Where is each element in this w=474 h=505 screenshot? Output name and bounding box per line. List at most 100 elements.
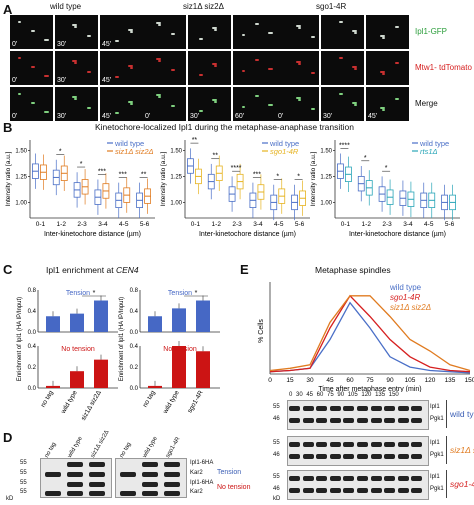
y-tick-label: 0.8 bbox=[130, 288, 139, 294]
panel-c-bar-charts: 0.8 0.4 0.0 Tension 0.4 0.2 0.0 No tension * no t… bbox=[17, 288, 220, 422]
signal-spot bbox=[130, 31, 133, 33]
signal-spot bbox=[31, 102, 35, 104]
significance-stars: * bbox=[59, 149, 62, 156]
x-tick-label: no tag bbox=[40, 389, 55, 408]
signal-spot bbox=[339, 57, 343, 59]
microscopy-image bbox=[188, 51, 231, 85]
x-axis-label: Time after metaphase entry (min) bbox=[318, 386, 421, 392]
signal-spot bbox=[311, 108, 315, 110]
bar bbox=[172, 308, 186, 332]
protein-band bbox=[316, 454, 328, 459]
x-tick-label: 3-4 bbox=[253, 221, 263, 228]
signal-spot bbox=[199, 110, 203, 112]
protein-band bbox=[370, 488, 382, 493]
protein-band bbox=[142, 491, 158, 496]
signal-spot bbox=[158, 96, 161, 98]
protein-band bbox=[397, 406, 409, 411]
signal-spot bbox=[212, 63, 217, 65]
protein-band bbox=[120, 491, 136, 496]
x-tick-label: 0 bbox=[268, 377, 272, 384]
x-tick-label: 120 bbox=[425, 377, 436, 384]
protein-band bbox=[357, 488, 368, 493]
protein-band bbox=[142, 462, 158, 467]
signal-spot bbox=[87, 35, 91, 37]
panel-a-row-label: Ipl1-GFP bbox=[415, 27, 448, 36]
legend-label: sgo1-4R bbox=[390, 293, 420, 302]
microscopy-image: 0' bbox=[10, 51, 53, 85]
signal-spot bbox=[74, 62, 77, 64]
protein-band bbox=[89, 462, 105, 467]
marker-label: 55 bbox=[273, 474, 280, 480]
y-tick-label: 1.25 bbox=[15, 174, 27, 180]
panel-c-title: Ipl1 enrichment at CEN4 bbox=[46, 266, 139, 275]
marker-label: 55 bbox=[273, 404, 280, 410]
protein-band bbox=[164, 462, 180, 467]
condition-label: Tension bbox=[66, 290, 90, 297]
y-tick-label: 0.0 bbox=[130, 386, 139, 392]
timepoint-label: 30' bbox=[57, 41, 67, 48]
band-label: Ipl1 bbox=[430, 404, 440, 410]
signal-spot bbox=[214, 29, 217, 31]
timepoint-label: 45' bbox=[368, 113, 378, 120]
panel-b-title: Kinetochore-localized Ipl1 during the me… bbox=[95, 122, 354, 132]
protein-band bbox=[397, 418, 409, 423]
protein-band bbox=[289, 442, 300, 447]
lane-label: sgo1-4R bbox=[165, 436, 182, 459]
protein-band bbox=[302, 476, 314, 481]
protein-band bbox=[67, 472, 83, 477]
significance-stars: * bbox=[276, 174, 279, 181]
significance-stars: * bbox=[364, 155, 367, 162]
condition-label: No tension bbox=[61, 346, 95, 353]
protein-band bbox=[357, 442, 368, 447]
significance-stars: **** bbox=[339, 142, 350, 149]
x-axis-label: Inter-kinetochore distance (µm) bbox=[349, 231, 446, 238]
signal-spot bbox=[74, 26, 77, 28]
panel-a-row-label: Merge bbox=[415, 99, 438, 108]
strain-label: wild type bbox=[450, 409, 474, 419]
signal-spot bbox=[255, 23, 259, 25]
y-tick-label: 1.00 bbox=[170, 200, 182, 206]
notension-label: No tension bbox=[217, 484, 251, 491]
signal-spot bbox=[255, 59, 259, 61]
timepoint-label: 45' bbox=[102, 41, 112, 48]
lane-label: no tag bbox=[44, 441, 58, 459]
strain-bracket bbox=[446, 400, 447, 428]
timepoint-label: 30' bbox=[57, 113, 67, 120]
protein-band bbox=[67, 482, 83, 487]
protein-band bbox=[411, 406, 423, 411]
legend-label: wild type bbox=[389, 283, 422, 292]
microscopy-image bbox=[233, 15, 276, 49]
protein-band bbox=[329, 488, 341, 493]
significance-stars: * bbox=[93, 290, 96, 297]
y-tick-label: 1.25 bbox=[320, 174, 332, 180]
signal-spot bbox=[156, 22, 161, 24]
series-line bbox=[269, 294, 471, 373]
protein-band bbox=[289, 418, 300, 423]
signal-spot bbox=[298, 27, 301, 29]
protein-band bbox=[289, 454, 300, 459]
signal-spot bbox=[72, 60, 77, 62]
signal-spot bbox=[44, 75, 49, 77]
y-tick-label: 0.0 bbox=[28, 330, 37, 336]
marker-label: 55 bbox=[20, 460, 27, 466]
panel-e-line-chart: 0 15 30 45 60 75 90 105 120 135 150 Time after meta… bbox=[258, 282, 474, 392]
signal-spot bbox=[298, 99, 301, 101]
signal-spot bbox=[339, 93, 343, 95]
protein-band bbox=[329, 406, 341, 411]
protein-band bbox=[370, 442, 382, 447]
y-tick-label: 1.00 bbox=[320, 200, 332, 206]
bar bbox=[196, 300, 210, 332]
legend-label: wild type bbox=[114, 139, 144, 148]
signal-spot bbox=[171, 69, 175, 71]
protein-band bbox=[411, 418, 423, 423]
signal-spot bbox=[44, 39, 49, 41]
x-tick-label: 15 bbox=[286, 377, 294, 384]
signal-spot bbox=[382, 37, 385, 39]
marker-label: 46 bbox=[273, 416, 280, 422]
panel-a-label: A bbox=[3, 2, 13, 17]
protein-band bbox=[142, 472, 158, 477]
protein-band bbox=[370, 476, 382, 481]
panel-a-group-label: wild type bbox=[50, 2, 82, 11]
protein-band bbox=[45, 472, 61, 477]
